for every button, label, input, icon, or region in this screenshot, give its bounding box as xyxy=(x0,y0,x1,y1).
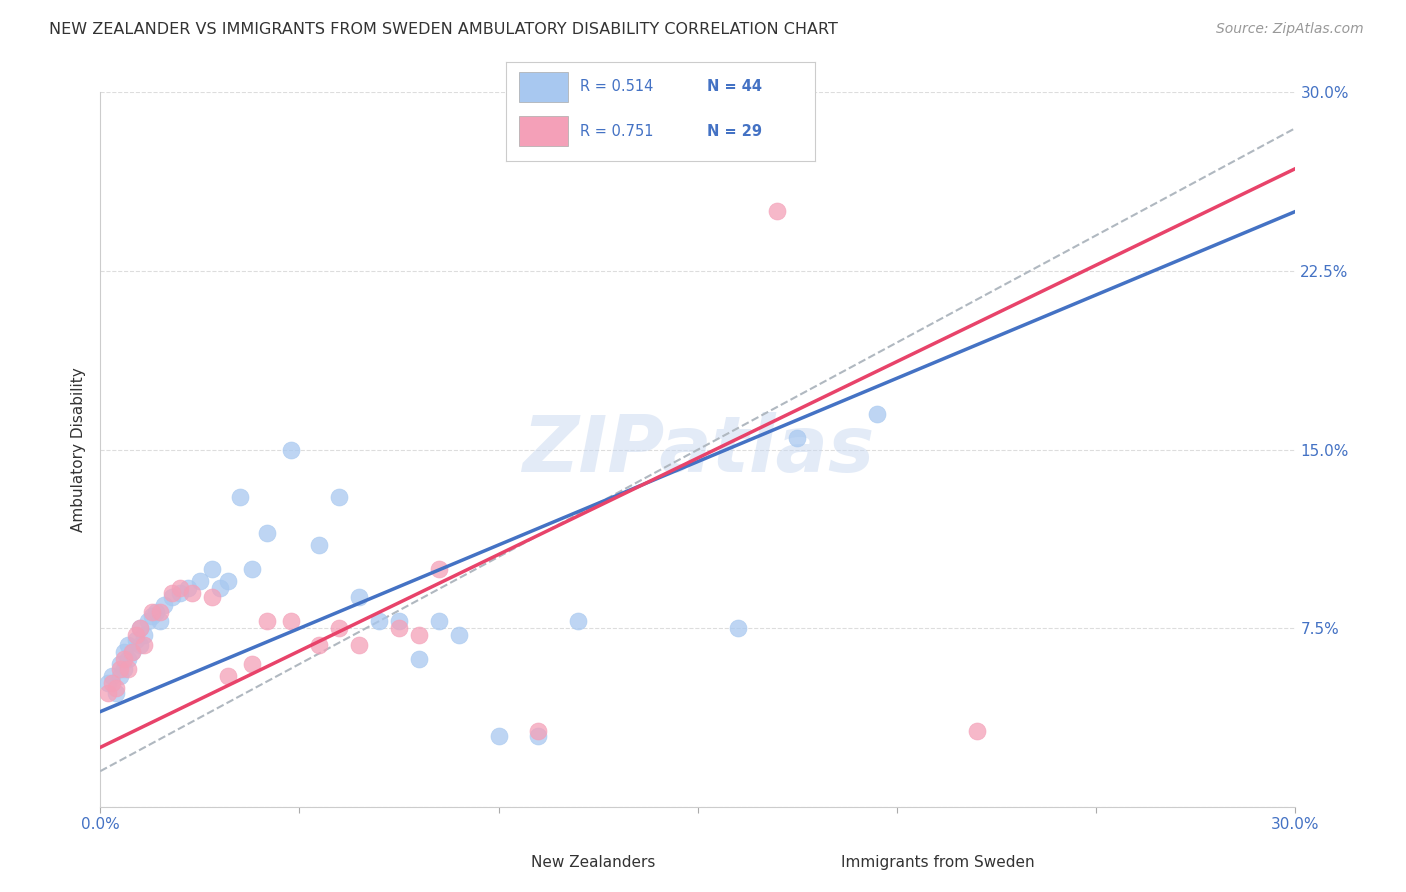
Point xyxy=(308,538,330,552)
Point xyxy=(149,605,172,619)
Point xyxy=(136,614,159,628)
Point xyxy=(488,729,510,743)
Text: Source: ZipAtlas.com: Source: ZipAtlas.com xyxy=(1216,22,1364,37)
Point xyxy=(228,491,250,505)
Point xyxy=(328,621,350,635)
Point xyxy=(129,638,152,652)
Point xyxy=(368,614,391,628)
Text: N = 29: N = 29 xyxy=(707,124,762,138)
Point xyxy=(129,621,152,635)
Point xyxy=(527,729,550,743)
Point xyxy=(145,605,167,619)
Point xyxy=(132,628,155,642)
Point xyxy=(125,633,148,648)
Point xyxy=(408,652,430,666)
Point xyxy=(108,669,131,683)
Point xyxy=(117,662,139,676)
Point xyxy=(97,686,120,700)
Point xyxy=(388,621,411,635)
Point xyxy=(240,657,263,671)
Point xyxy=(208,581,231,595)
Point xyxy=(153,598,176,612)
Point xyxy=(169,585,191,599)
Point xyxy=(527,723,550,738)
Bar xyxy=(519,72,568,102)
Point xyxy=(101,676,124,690)
Point xyxy=(108,657,131,671)
Bar xyxy=(519,117,568,146)
Point xyxy=(347,591,370,605)
Point xyxy=(141,609,163,624)
Point xyxy=(567,614,589,628)
Point xyxy=(129,621,152,635)
Point xyxy=(201,591,224,605)
Point xyxy=(217,669,239,683)
Text: New Zealanders: New Zealanders xyxy=(531,855,655,870)
Point xyxy=(160,585,183,599)
Point xyxy=(408,628,430,642)
Point xyxy=(280,442,302,457)
Point xyxy=(240,562,263,576)
Point xyxy=(180,585,202,599)
Point xyxy=(177,581,200,595)
Text: Immigrants from Sweden: Immigrants from Sweden xyxy=(841,855,1035,870)
Point xyxy=(388,614,411,628)
Point xyxy=(149,614,172,628)
Point xyxy=(427,562,450,576)
Point xyxy=(866,407,889,421)
Point xyxy=(112,662,135,676)
Point xyxy=(966,723,988,738)
Point xyxy=(141,605,163,619)
Point xyxy=(427,614,450,628)
Point xyxy=(132,638,155,652)
Point xyxy=(308,638,330,652)
Point xyxy=(201,562,224,576)
Y-axis label: Ambulatory Disability: Ambulatory Disability xyxy=(72,368,86,532)
Point xyxy=(328,491,350,505)
Point xyxy=(112,652,135,666)
Point xyxy=(97,676,120,690)
Text: NEW ZEALANDER VS IMMIGRANTS FROM SWEDEN AMBULATORY DISABILITY CORRELATION CHART: NEW ZEALANDER VS IMMIGRANTS FROM SWEDEN … xyxy=(49,22,838,37)
Point xyxy=(727,621,749,635)
Text: R = 0.514: R = 0.514 xyxy=(581,79,654,95)
Point xyxy=(108,662,131,676)
Text: N = 44: N = 44 xyxy=(707,79,762,95)
Point xyxy=(766,204,789,219)
Point xyxy=(217,574,239,588)
Text: R = 0.751: R = 0.751 xyxy=(581,124,654,138)
Point xyxy=(121,645,143,659)
Point xyxy=(188,574,211,588)
Point xyxy=(101,669,124,683)
Point xyxy=(160,591,183,605)
Point xyxy=(112,645,135,659)
Point xyxy=(280,614,302,628)
Point xyxy=(105,686,128,700)
Point xyxy=(117,638,139,652)
Point xyxy=(105,681,128,695)
Point xyxy=(786,431,808,445)
Point xyxy=(125,628,148,642)
Point xyxy=(447,628,470,642)
Point xyxy=(121,645,143,659)
Point xyxy=(256,526,278,541)
Point xyxy=(117,652,139,666)
Point xyxy=(169,581,191,595)
Point xyxy=(256,614,278,628)
Text: ZIPatlas: ZIPatlas xyxy=(522,412,875,488)
Point xyxy=(347,638,370,652)
